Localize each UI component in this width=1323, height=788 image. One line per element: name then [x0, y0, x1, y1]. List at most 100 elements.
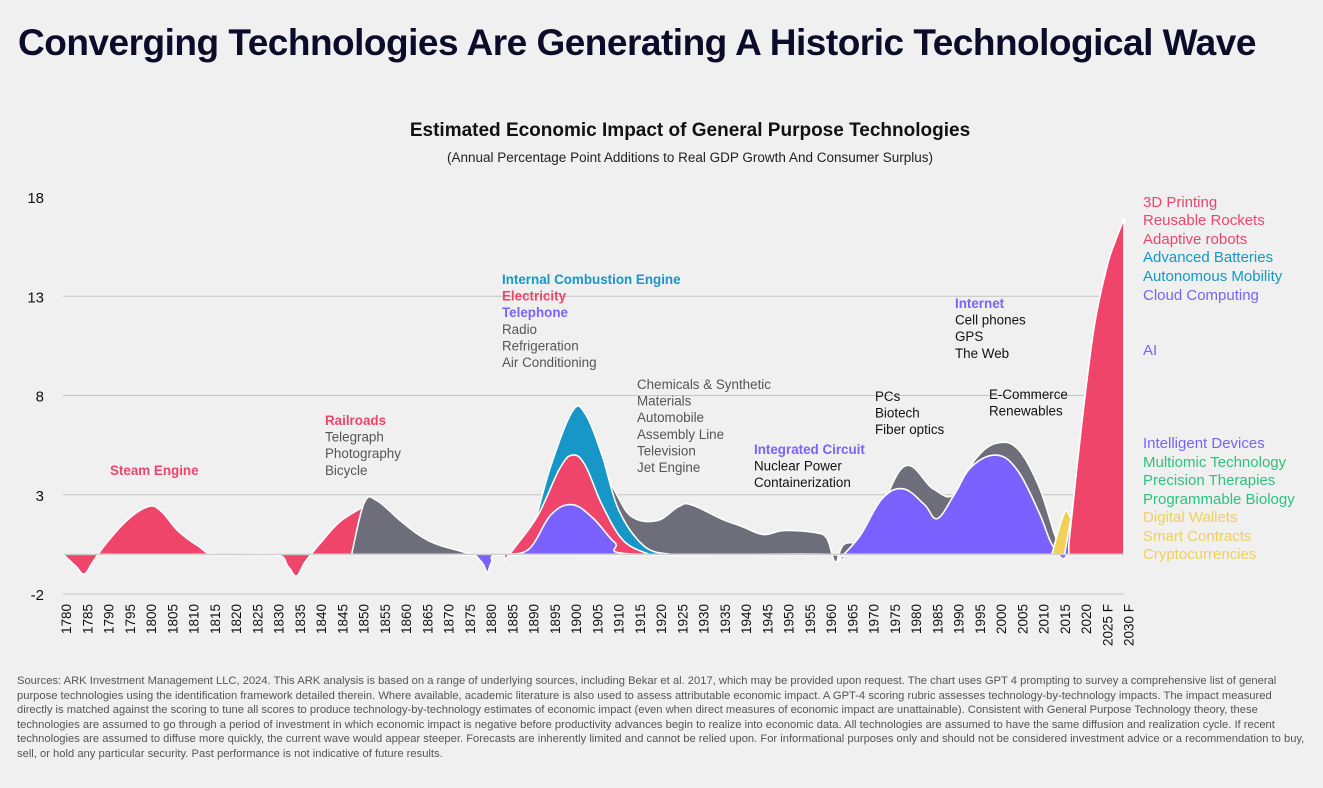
x-tick-label: 1860	[399, 604, 414, 634]
y-tick-label: -2	[31, 587, 44, 604]
x-tick-label: 2025 F	[1100, 604, 1115, 646]
x-tick-label: 1895	[548, 604, 563, 634]
legend-entry: Cloud Computing	[1143, 287, 1259, 304]
x-tick-label: 1980	[909, 604, 924, 634]
x-tick-label: 1950	[782, 604, 797, 634]
annotation-label: Renewables	[989, 404, 1063, 419]
x-tick-label: 1800	[144, 604, 159, 634]
x-tick-label: 1905	[590, 604, 605, 634]
x-tick-label: 1975	[888, 604, 903, 634]
annotation-label: Railroads	[325, 413, 386, 428]
annotation-label: Telegraph	[325, 430, 384, 445]
annotation-label: Internet	[955, 296, 1005, 311]
page-title: Converging Technologies Are Generating A…	[18, 22, 1256, 63]
x-tick-label: 2010	[1037, 604, 1052, 634]
legend-entry: Advanced Batteries	[1143, 249, 1273, 266]
annotation-label: Bicycle	[325, 463, 367, 478]
y-tick-label: 13	[27, 289, 44, 306]
area-layer-purple	[473, 552, 574, 573]
x-tick-label: 1985	[930, 604, 945, 634]
x-tick-label: 1965	[845, 604, 860, 634]
annotation-label: Integrated Circuit	[754, 442, 865, 457]
x-tick-label: 1850	[357, 604, 372, 634]
x-tick-label: 1995	[973, 604, 988, 634]
x-tick-label: 1925	[675, 604, 690, 634]
annotation-label: Refrigeration	[502, 338, 579, 353]
annotation-label: Chemicals & Synthetic	[637, 377, 771, 392]
x-tick-label: 2020	[1079, 604, 1094, 634]
x-tick-label: 1840	[314, 604, 329, 634]
x-tick-label: 1935	[718, 604, 733, 634]
x-tick-label: 1865	[420, 604, 435, 634]
area-layer-pink	[62, 499, 574, 577]
annotation-label: E-Commerce	[989, 387, 1068, 402]
chart-subtitle: (Annual Percentage Point Additions to Re…	[446, 150, 933, 165]
legend-entry: Adaptive robots	[1143, 231, 1247, 248]
legend-entry: Intelligent Devices	[1143, 435, 1265, 452]
x-tick-label: 1835	[293, 604, 308, 634]
x-tick-label: 1955	[803, 604, 818, 634]
x-tick-label: 1805	[165, 604, 180, 634]
annotation-label: Fiber optics	[875, 422, 945, 437]
annotation-label: Containerization	[754, 475, 851, 490]
annotation-label: Assembly Line	[637, 427, 724, 442]
y-tick-label: 18	[27, 190, 44, 207]
annotation-label: Cell phones	[955, 313, 1026, 328]
x-tick-label: 1785	[80, 604, 95, 634]
x-tick-label: 1875	[463, 604, 478, 634]
x-tick-label: 1795	[123, 604, 138, 634]
annotation-label: Internal Combustion Engine	[502, 272, 681, 287]
annotation-label: Telephone	[502, 305, 568, 320]
annotation-label: GPS	[955, 329, 983, 344]
sources-note: Sources: ARK Investment Management LLC, …	[17, 675, 1305, 760]
legend-entry: Cryptocurrencies	[1143, 546, 1256, 563]
legend-entry: Autonomous Mobility	[1143, 268, 1283, 285]
annotation-label: Photography	[325, 446, 401, 461]
annotation-label: Nuclear Power	[754, 459, 842, 474]
x-tick-label: 1790	[102, 604, 117, 634]
x-tick-label: 1990	[952, 604, 967, 634]
annotation-label: Television	[637, 443, 696, 458]
legend-entry: Digital Wallets	[1143, 509, 1237, 526]
x-tick-label: 1940	[739, 604, 754, 634]
annotation-label: PCs	[875, 389, 901, 404]
x-tick-label: 1970	[867, 604, 882, 634]
annotation-label: Materials	[637, 394, 692, 409]
legend-entry: 3D Printing	[1143, 194, 1217, 211]
legend-entry: Programmable Biology	[1143, 491, 1295, 508]
impact-chart: 18 13 8 3 -2 1780 1785 1790 1795 1800 1805 1810 1815…	[27, 190, 1295, 646]
x-tick-label: 1780	[59, 604, 74, 634]
x-tick-label: 1890	[527, 604, 542, 634]
x-tick-label: 1845	[335, 604, 350, 634]
annotation-label: Automobile	[637, 410, 704, 425]
x-tick-label: 2005	[1015, 604, 1030, 634]
x-tick-label: 2030 F	[1122, 604, 1137, 646]
legend-entry: Precision Therapies	[1143, 472, 1275, 489]
chart-title: Estimated Economic Impact of General Pur…	[409, 120, 971, 141]
x-tick-label: 1885	[505, 604, 520, 634]
x-tick-label: 1915	[633, 604, 648, 634]
annotation-label: The Web	[955, 346, 1009, 361]
x-tick-label: 1830	[272, 604, 287, 634]
annotation-label: Jet Engine	[637, 460, 700, 475]
x-tick-label: 2015	[1058, 604, 1073, 634]
x-tick-label: 1960	[824, 604, 839, 634]
annotation-label: Steam Engine	[110, 463, 199, 478]
x-tick-label: 1920	[654, 604, 669, 634]
annotation-label: Electricity	[502, 289, 567, 304]
legend-entry: Reusable Rockets	[1143, 212, 1265, 229]
x-tick-label: 1820	[229, 604, 244, 634]
annotation-label: Biotech	[875, 406, 920, 421]
x-tick-label: 1825	[250, 604, 265, 634]
x-tick-label: 1945	[760, 604, 775, 634]
x-tick-label: 1815	[208, 604, 223, 634]
area-layer-purple	[507, 454, 1083, 563]
annotation-label: Radio	[502, 322, 537, 337]
x-tick-label: 1870	[442, 604, 457, 634]
legend-entry: Smart Contracts	[1143, 528, 1251, 545]
legend-entry: AI	[1143, 342, 1157, 359]
y-tick-label: 8	[36, 389, 44, 406]
x-tick-label: 1910	[612, 604, 627, 634]
x-tick-label: 1930	[697, 604, 712, 634]
area-layer-pink	[1068, 218, 1125, 556]
